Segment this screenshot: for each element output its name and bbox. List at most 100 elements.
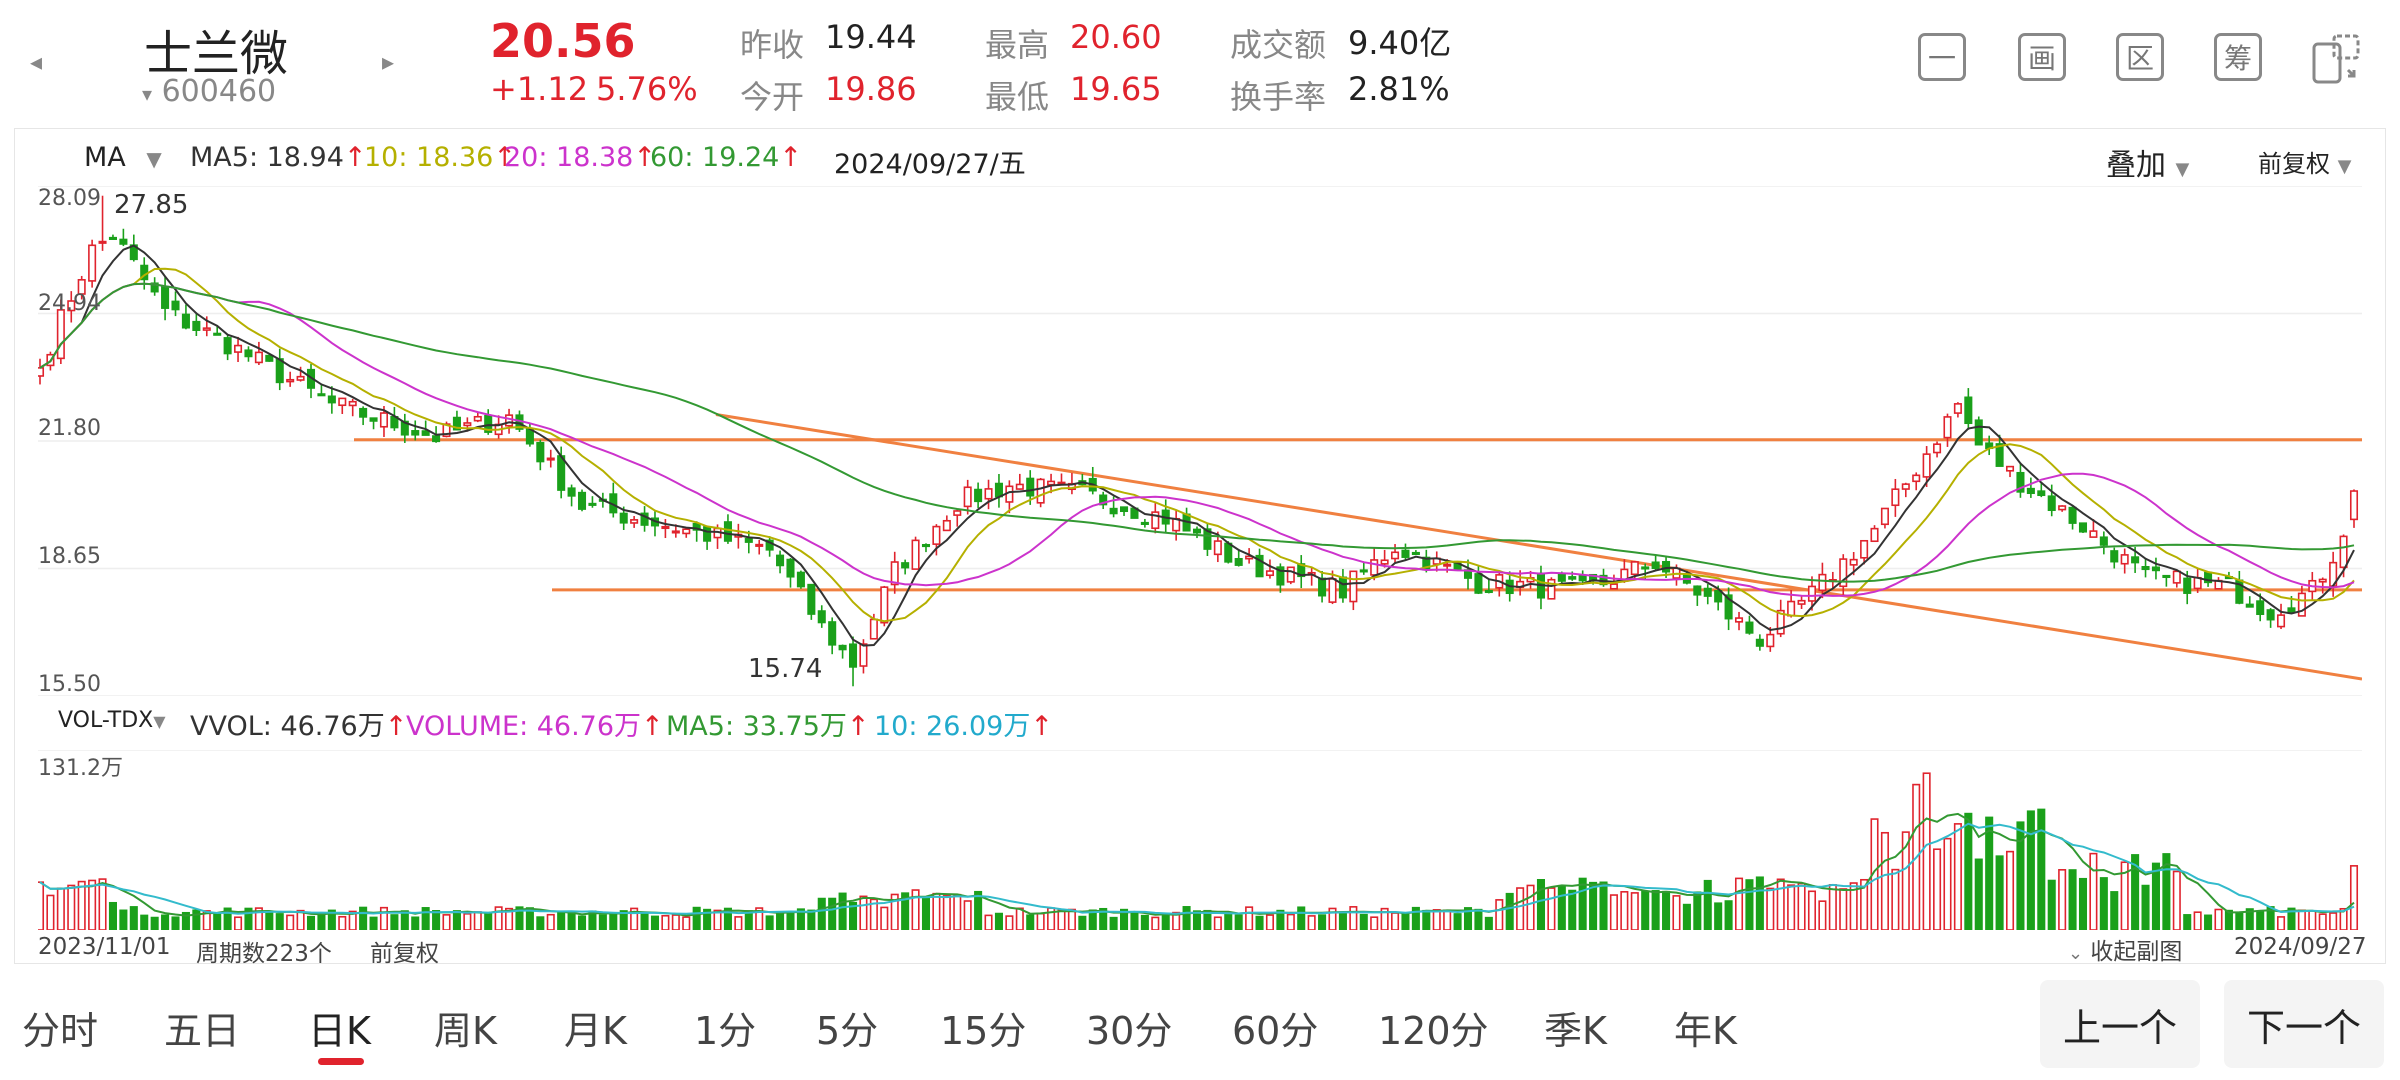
ma20-indicator: 20: 18.38↑ (504, 142, 656, 173)
candle-body (2110, 550, 2119, 563)
tab-5min[interactable]: 5分 (816, 1009, 879, 1053)
volume-bar (67, 884, 76, 930)
volume-bar (98, 878, 107, 930)
main-indicator-label: MA (84, 142, 126, 173)
dropdown-icon: ▼ (2175, 159, 2190, 180)
tab-60min[interactable]: 60分 (1232, 1009, 1319, 1053)
candle-body (432, 435, 441, 443)
volume-bar (1255, 915, 1264, 930)
start-date: 2023/11/01 (38, 934, 171, 960)
chip-box-icon[interactable]: 筹 (2214, 33, 2262, 81)
candle-body (463, 422, 472, 427)
volume-bar (880, 906, 889, 930)
volume-bar (2339, 907, 2348, 930)
volume-bar (1630, 892, 1639, 930)
volume-bar (630, 907, 639, 930)
tab-1min[interactable]: 1分 (694, 1009, 757, 1053)
volume-bar (432, 910, 441, 930)
candle-body (577, 491, 587, 510)
volume-bar (2141, 884, 2150, 930)
volume-bar (1568, 889, 1577, 930)
volume-bar (661, 914, 670, 930)
volume-bar (1995, 855, 2004, 930)
volume-bar (765, 915, 774, 930)
main-indicator-selector[interactable]: MA ▼ (84, 142, 162, 173)
volume-bar (2089, 852, 2098, 930)
candle-body (703, 526, 712, 542)
volume-bar (223, 907, 232, 930)
overlay-selector[interactable]: 叠加 ▼ (2106, 140, 2189, 184)
candle-body (67, 300, 76, 312)
candle-body (817, 610, 826, 624)
candle-body (1755, 638, 1764, 647)
candle-body (265, 354, 274, 362)
tab-yearly-k[interactable]: 年K (1674, 1009, 1737, 1053)
vvol-value: VVOL: 46.76万 (190, 711, 385, 742)
volume-bar (1088, 909, 1097, 930)
candle-body (1411, 551, 1420, 556)
tab-weekly-k[interactable]: 周K (434, 1009, 497, 1053)
candle-body (223, 337, 232, 355)
candle-body (1318, 577, 1327, 597)
candle-body (1964, 396, 1973, 425)
collapse-subchart-button[interactable]: ⌄ 收起副图 (2068, 932, 2182, 966)
tab-fenshi[interactable]: 分时 (22, 1009, 99, 1053)
volume-bar (734, 916, 743, 930)
volume-bar (1755, 876, 1764, 930)
overlay-label: 叠加 (2106, 148, 2166, 183)
vol-ma5-indicator: MA5: 33.75万↑ (666, 704, 870, 743)
next-stock-button[interactable]: 下一个 (2224, 980, 2384, 1068)
volume-axis-max: 131.2万 (38, 756, 123, 781)
tab-monthly-k[interactable]: 月K (564, 1009, 627, 1053)
minus-box-icon[interactable]: 一 (1918, 33, 1966, 81)
candle-body (2016, 471, 2025, 493)
candle-body (2172, 570, 2181, 584)
candle-body (421, 430, 430, 436)
volume-chart[interactable] (38, 750, 2362, 930)
candle-body (723, 521, 732, 542)
tab-30min[interactable]: 30分 (1086, 1009, 1173, 1053)
adjust-selector[interactable]: 前复权 ▼ (2258, 144, 2351, 179)
candlestick-chart[interactable] (38, 186, 2362, 696)
candle-body (1192, 528, 1202, 534)
volume-bar (1109, 916, 1118, 930)
stock-code-selector[interactable]: ▾ 600460 (142, 74, 276, 109)
ma20-line (39, 282, 2355, 597)
volume-bar (1578, 877, 1587, 930)
candle-body (202, 327, 211, 331)
tab-daily-k[interactable]: 日K (308, 1009, 371, 1053)
volume-bar (1651, 890, 1660, 930)
prev-stock-button[interactable]: 上一个 (2040, 980, 2200, 1068)
candle-body (2266, 609, 2275, 621)
volume-bar (338, 915, 347, 930)
volume-indicator-selector[interactable]: VOL-TDX▼ (58, 708, 166, 733)
volume-bar (1672, 895, 1681, 930)
candle-body (963, 486, 972, 508)
range-box-icon[interactable]: 区 (2116, 33, 2164, 81)
volume-bar (46, 894, 55, 930)
volume-bar (786, 912, 795, 930)
tab-five-day[interactable]: 五日 (164, 1009, 241, 1053)
landscape-rotate-icon[interactable] (2308, 30, 2364, 86)
next-stock-arrow-icon[interactable]: ▸ (382, 48, 395, 76)
candle-body (119, 238, 128, 245)
ma5-indicator: MA5: 18.94↑ (190, 142, 367, 173)
dropdown-icon: ▼ (2337, 156, 2352, 177)
prev-stock-arrow-icon[interactable]: ◂ (30, 48, 43, 76)
tab-120min[interactable]: 120分 (1378, 1009, 1489, 1053)
tab-15min[interactable]: 15分 (940, 1009, 1027, 1053)
volume-indicator: VOLUME: 46.76万↑ (406, 704, 664, 743)
draw-box-icon[interactable]: 画 (2018, 33, 2066, 81)
volume-bar (1953, 823, 1962, 930)
prev-close-value: 19.44 (825, 18, 917, 56)
volume-bar (108, 901, 117, 930)
candle-body (546, 457, 555, 461)
volume-bar (1776, 878, 1785, 930)
ma60-line (39, 282, 2355, 583)
candle-body (2349, 490, 2359, 521)
tab-quarterly-k[interactable]: 季K (1544, 1009, 1607, 1053)
volume-bar (265, 911, 274, 930)
volume-bar (1349, 906, 1358, 930)
volume-bar (1151, 916, 1160, 930)
volume-bar (2047, 879, 2056, 930)
